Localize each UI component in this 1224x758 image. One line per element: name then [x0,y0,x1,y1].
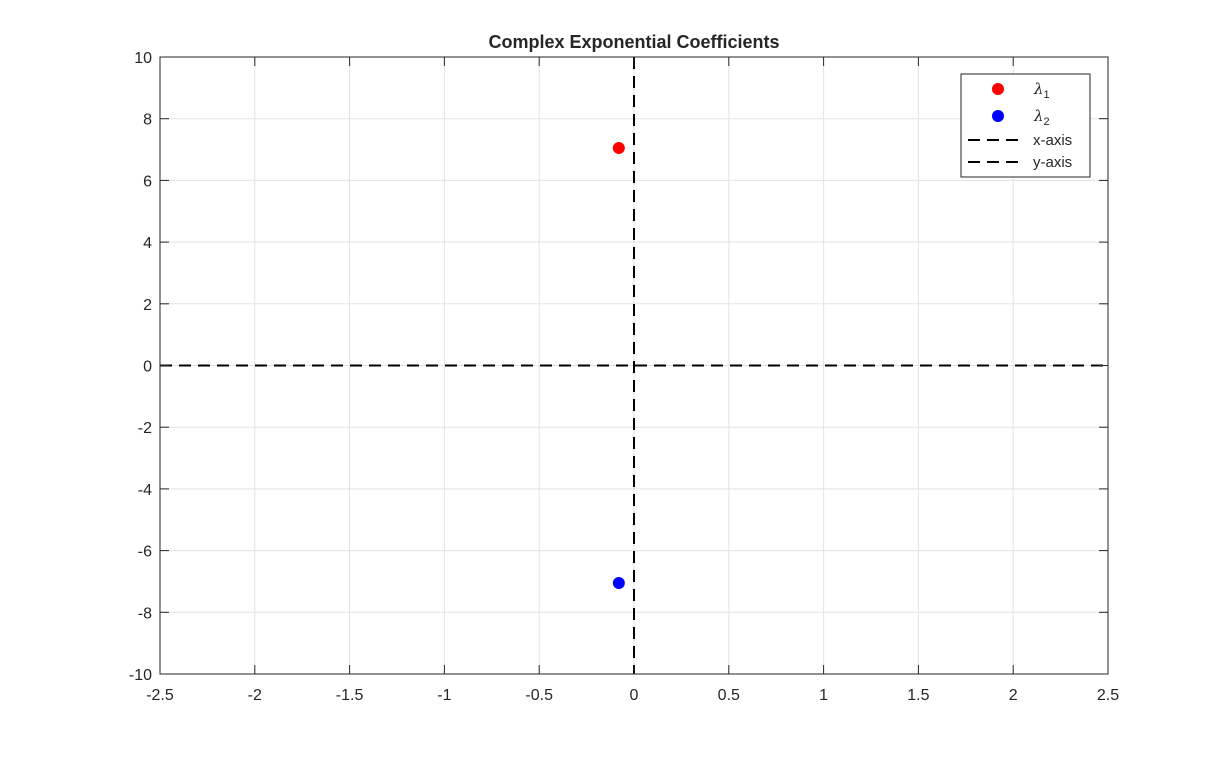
legend-box [960,73,1091,178]
lambda-1-point [612,142,625,155]
data-points [612,142,625,589]
y-tick-label: -10 [129,667,152,684]
x-tick-label: 2.5 [1097,687,1119,704]
y-tick-label: 8 [143,112,152,129]
y-tick-label: 10 [134,50,152,67]
y-tick-label: -2 [138,420,152,437]
x-tick-label: -2 [248,687,262,704]
x-tick-label: -0.5 [525,687,553,704]
x-tick-label: -1 [437,687,451,704]
legend-label-y-axis: y-axis [1033,154,1072,171]
y-tick-label: 6 [143,173,152,190]
tick-labels: -2.5 -2 -1.5 -1 -0.5 0 0.5 1 1.5 2 2.5 -10 -8 -6 -4 -2 0… [129,50,1119,704]
reference-lines [160,57,1108,674]
x-tick-label: -1.5 [336,687,364,704]
y-tick-label: 0 [143,359,152,376]
legend-label-x-axis: x-axis [1033,132,1072,149]
x-tick-label: 1.5 [907,687,929,704]
x-tick-label: 1 [819,687,828,704]
lambda-2-point [612,576,625,589]
x-tick-label: 2 [1009,687,1018,704]
y-tick-label: 2 [143,297,152,314]
legend-marker-lambda-2 [992,110,1004,122]
legend-marker-lambda-1 [992,83,1004,95]
y-tick-label: -6 [138,544,152,561]
y-tick-label: 4 [143,235,152,252]
chart-title: Complex Exponential Coefficients [488,32,779,52]
plot-area-frame [159,56,1109,675]
y-tick-label: -8 [138,605,152,622]
y-tick-label: -4 [138,482,152,499]
x-tick-label: 0 [630,687,639,704]
x-tick-label: 0.5 [718,687,740,704]
x-tick-label: -2.5 [146,687,174,704]
